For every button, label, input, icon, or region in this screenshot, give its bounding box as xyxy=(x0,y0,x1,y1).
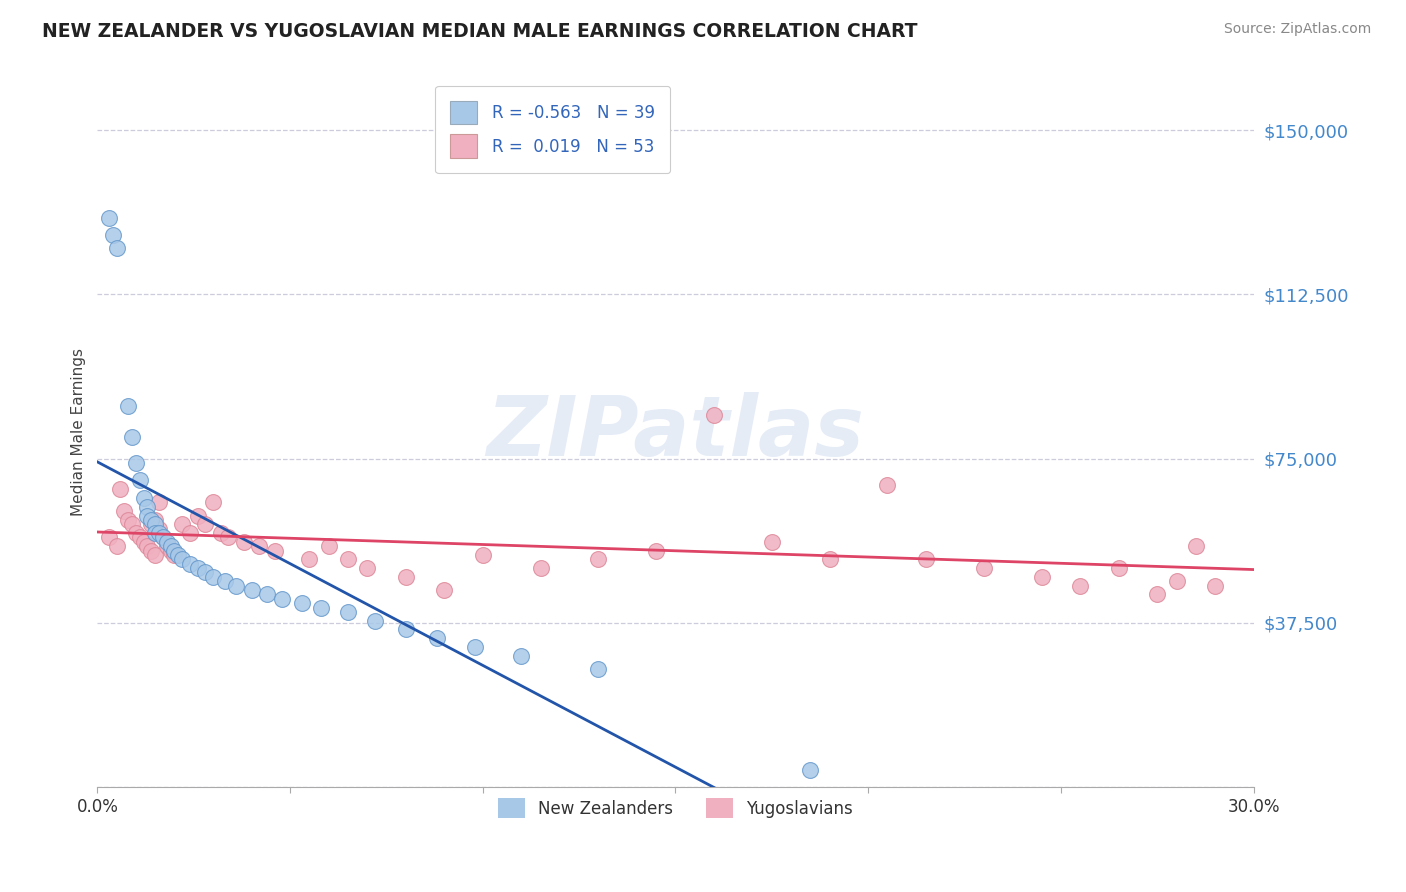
Point xyxy=(818,552,841,566)
Point xyxy=(97,211,120,225)
Point xyxy=(112,504,135,518)
Point xyxy=(232,534,254,549)
Point xyxy=(298,552,321,566)
Point xyxy=(336,605,359,619)
Point xyxy=(167,548,190,562)
Point xyxy=(799,763,821,777)
Point xyxy=(271,591,294,606)
Legend: New Zealanders, Yugoslavians: New Zealanders, Yugoslavians xyxy=(491,791,859,825)
Point xyxy=(156,539,179,553)
Point xyxy=(395,570,418,584)
Point xyxy=(433,582,456,597)
Point xyxy=(172,517,194,532)
Point xyxy=(179,557,201,571)
Point xyxy=(141,513,163,527)
Point xyxy=(1184,539,1206,553)
Point xyxy=(201,495,224,509)
Point xyxy=(163,548,186,562)
Point xyxy=(121,517,143,532)
Text: ZIPatlas: ZIPatlas xyxy=(486,392,865,473)
Point xyxy=(125,526,148,541)
Point xyxy=(291,596,314,610)
Point xyxy=(309,600,332,615)
Point xyxy=(464,640,486,654)
Point xyxy=(132,534,155,549)
Point xyxy=(152,531,174,545)
Point xyxy=(645,543,668,558)
Point xyxy=(876,478,898,492)
Point xyxy=(973,561,995,575)
Point xyxy=(156,534,179,549)
Point xyxy=(121,430,143,444)
Point xyxy=(703,408,725,422)
Point xyxy=(395,623,418,637)
Point xyxy=(915,552,938,566)
Text: Source: ZipAtlas.com: Source: ZipAtlas.com xyxy=(1223,22,1371,37)
Point xyxy=(125,456,148,470)
Point xyxy=(1108,561,1130,575)
Point xyxy=(148,522,170,536)
Point xyxy=(187,561,209,575)
Point xyxy=(471,548,494,562)
Point xyxy=(1204,579,1226,593)
Point xyxy=(101,228,124,243)
Point xyxy=(425,631,447,645)
Point xyxy=(318,539,340,553)
Point xyxy=(179,526,201,541)
Point xyxy=(148,495,170,509)
Point xyxy=(105,539,128,553)
Text: NEW ZEALANDER VS YUGOSLAVIAN MEDIAN MALE EARNINGS CORRELATION CHART: NEW ZEALANDER VS YUGOSLAVIAN MEDIAN MALE… xyxy=(42,22,918,41)
Point xyxy=(152,531,174,545)
Point xyxy=(143,513,166,527)
Point xyxy=(225,579,247,593)
Point xyxy=(510,648,533,663)
Point xyxy=(128,474,150,488)
Point xyxy=(117,399,139,413)
Point xyxy=(209,526,232,541)
Point xyxy=(356,561,378,575)
Point xyxy=(117,513,139,527)
Point xyxy=(136,539,159,553)
Point xyxy=(588,662,610,676)
Point xyxy=(163,543,186,558)
Point xyxy=(247,539,270,553)
Point xyxy=(194,566,217,580)
Point xyxy=(105,241,128,255)
Point xyxy=(97,531,120,545)
Point xyxy=(1069,579,1091,593)
Point xyxy=(1166,574,1188,589)
Point xyxy=(143,526,166,541)
Point xyxy=(529,561,551,575)
Point xyxy=(136,508,159,523)
Point xyxy=(187,508,209,523)
Point xyxy=(1031,570,1053,584)
Point xyxy=(110,482,132,496)
Point xyxy=(141,517,163,532)
Point xyxy=(136,500,159,514)
Point xyxy=(761,534,783,549)
Point xyxy=(336,552,359,566)
Point xyxy=(148,526,170,541)
Point xyxy=(159,543,181,558)
Point xyxy=(214,574,236,589)
Point xyxy=(143,548,166,562)
Y-axis label: Median Male Earnings: Median Male Earnings xyxy=(72,348,86,516)
Point xyxy=(128,531,150,545)
Point xyxy=(141,543,163,558)
Point xyxy=(263,543,285,558)
Point xyxy=(1146,587,1168,601)
Point xyxy=(194,517,217,532)
Point xyxy=(240,582,263,597)
Point xyxy=(588,552,610,566)
Point xyxy=(201,570,224,584)
Point xyxy=(217,531,239,545)
Point xyxy=(159,539,181,553)
Point xyxy=(172,552,194,566)
Point xyxy=(256,587,278,601)
Point xyxy=(143,517,166,532)
Point xyxy=(364,614,387,628)
Point xyxy=(132,491,155,505)
